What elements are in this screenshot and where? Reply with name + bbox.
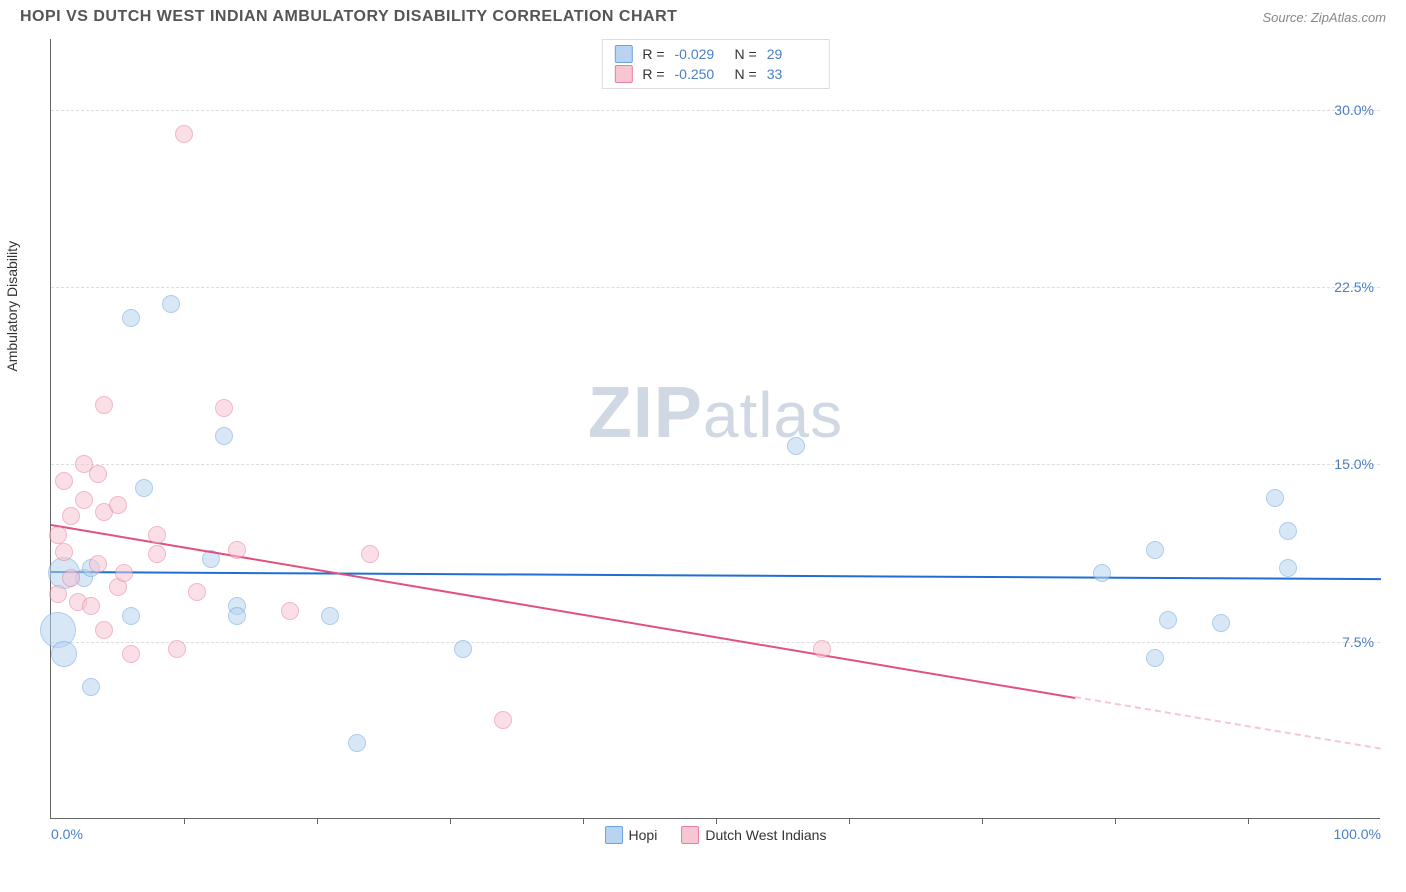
series-name: Dutch West Indians [705,827,826,843]
data-point [82,597,100,615]
x-tick-label: 0.0% [51,826,83,842]
data-point [122,607,140,625]
x-tick [1248,818,1249,824]
series-name: Hopi [629,827,658,843]
x-tick [849,818,850,824]
data-point [122,309,140,327]
series-legend-item: Hopi [605,826,658,844]
y-tick-label: 22.5% [1334,279,1374,295]
legend-swatch [605,826,623,844]
legend-n-value: 29 [767,46,817,62]
data-point [361,545,379,563]
data-point [1146,649,1164,667]
data-point [1279,522,1297,540]
data-point [228,607,246,625]
data-point [348,734,366,752]
data-point [1212,614,1230,632]
data-point [228,541,246,559]
gridline [51,642,1380,643]
data-point [321,607,339,625]
x-tick [184,818,185,824]
data-point [109,496,127,514]
data-point [122,645,140,663]
legend-n-label: N = [735,46,757,62]
x-tick-label: 100.0% [1334,826,1381,842]
data-point [168,640,186,658]
data-point [494,711,512,729]
x-tick [583,818,584,824]
scatter-plot: ZIPatlas R =-0.029N =29R =-0.250N =33 Ho… [50,39,1380,819]
data-point [55,543,73,561]
legend-row: R = -0.250 N = 33 [614,64,816,84]
chart-container: Ambulatory Disability ZIPatlas R =-0.029… [20,39,1386,819]
legend-n-label: N = [735,66,757,82]
x-tick [982,818,983,824]
x-tick [450,818,451,824]
legend-swatch [614,65,632,83]
data-point [62,507,80,525]
data-point [215,427,233,445]
data-point [75,491,93,509]
data-point [62,569,80,587]
data-point [135,479,153,497]
data-point [787,437,805,455]
legend-row: R = -0.029 N = 29 [614,44,816,64]
data-point [188,583,206,601]
source-attribution: Source: ZipAtlas.com [1262,10,1386,25]
y-axis-label: Ambulatory Disability [4,241,20,372]
y-tick-label: 7.5% [1342,634,1374,650]
data-point [49,585,67,603]
trend-line [51,571,1381,580]
data-point [813,640,831,658]
correlation-legend: R = -0.029 N = 29 R = -0.250 N = 33 [601,39,829,89]
legend-swatch [614,45,632,63]
trend-line [1075,696,1381,750]
legend-r-value: -0.029 [675,46,725,62]
gridline [51,287,1380,288]
data-point [95,396,113,414]
data-point [215,399,233,417]
legend-r-label: R = [642,66,664,82]
gridline [51,110,1380,111]
data-point [1279,559,1297,577]
data-point [51,641,77,667]
legend-n-value: 33 [767,66,817,82]
data-point [95,621,113,639]
data-point [1146,541,1164,559]
data-point [115,564,133,582]
watermark: ZIPatlas [588,372,843,454]
gridline [51,464,1380,465]
x-tick [716,818,717,824]
y-tick-label: 30.0% [1334,102,1374,118]
data-point [55,472,73,490]
legend-r-value: -0.250 [675,66,725,82]
data-point [162,295,180,313]
data-point [281,602,299,620]
legend-swatch [681,826,699,844]
data-point [1266,489,1284,507]
series-legend: Hopi Dutch West Indians [605,826,827,844]
data-point [82,678,100,696]
data-point [49,526,67,544]
chart-title: HOPI VS DUTCH WEST INDIAN AMBULATORY DIS… [20,8,677,26]
data-point [1093,564,1111,582]
data-point [89,465,107,483]
trend-line [51,524,1075,699]
data-point [148,526,166,544]
legend-r-label: R = [642,46,664,62]
data-point [454,640,472,658]
data-point [148,545,166,563]
y-tick-label: 15.0% [1334,456,1374,472]
data-point [175,125,193,143]
data-point [1159,611,1177,629]
data-point [89,555,107,573]
x-tick [317,818,318,824]
series-legend-item: Dutch West Indians [681,826,826,844]
x-tick [1115,818,1116,824]
